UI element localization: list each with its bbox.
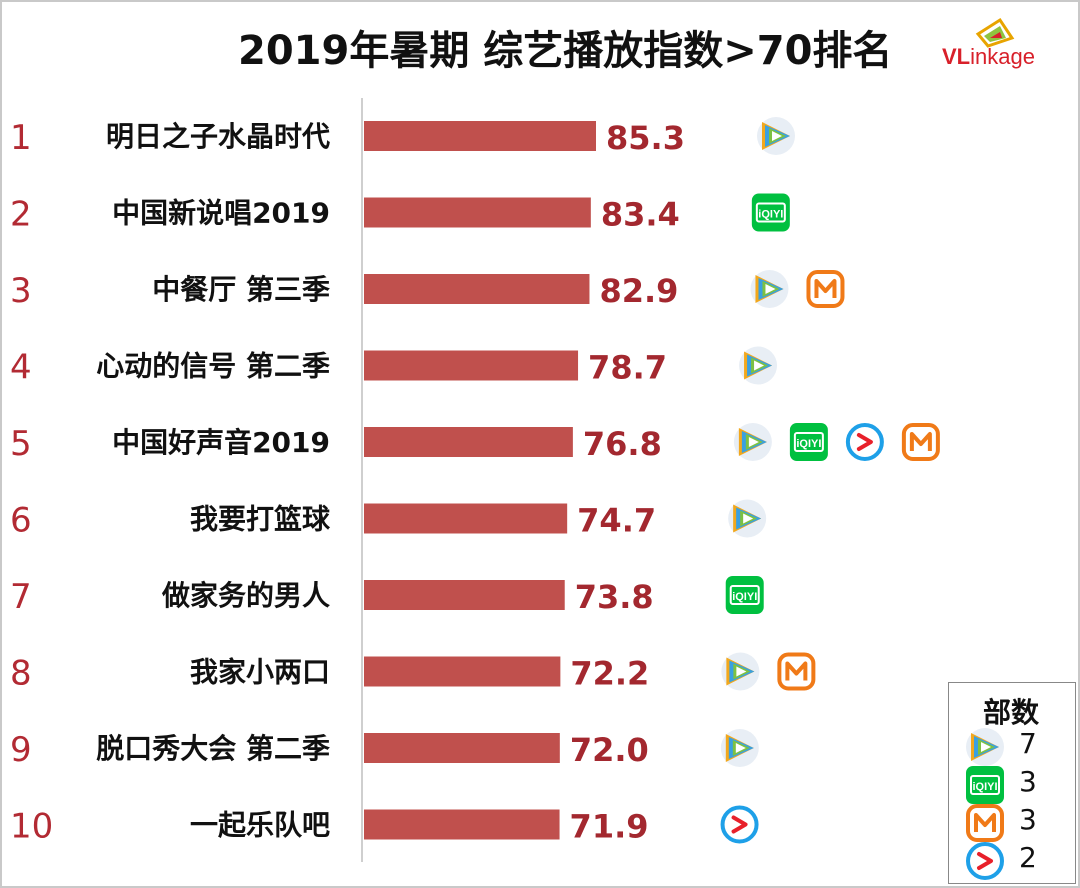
youku-icon — [845, 423, 884, 461]
bar — [364, 197, 591, 228]
data-label: 83.4 — [601, 196, 680, 234]
category-label: 明日之子水晶时代 — [106, 120, 330, 153]
legend-count: 7 — [1019, 727, 1037, 760]
iqiyi-icon — [750, 192, 791, 233]
bar — [364, 733, 560, 763]
category-label: 一起乐队吧 — [190, 809, 330, 842]
rank-label: 5 — [10, 424, 32, 464]
iqiyi-icon — [724, 575, 765, 615]
data-label: 71.9 — [570, 808, 649, 846]
data-label: 72.0 — [570, 731, 649, 769]
youku-icon — [966, 842, 1004, 880]
tencent-video-icon — [728, 499, 767, 538]
bar — [364, 580, 565, 610]
rank-label: 10 — [10, 807, 53, 847]
legend-item-iqiyi: 3 — [965, 765, 1065, 805]
bar — [364, 274, 590, 304]
bar — [364, 503, 568, 534]
legend-item-tencent: 7 — [965, 727, 1065, 766]
data-label: 76.8 — [583, 425, 662, 463]
category-label: 心动的信号 第二季 — [96, 350, 330, 383]
tencent-video-icon — [966, 728, 1004, 766]
data-label: 74.7 — [577, 502, 656, 540]
rank-label: 2 — [10, 195, 32, 235]
legend-count: 3 — [1019, 765, 1037, 798]
rank-label: 1 — [10, 118, 32, 158]
data-label: 85.3 — [606, 119, 685, 157]
tencent-video-icon — [720, 729, 759, 767]
tencent-video-icon — [750, 270, 789, 308]
rank-label: 6 — [10, 501, 32, 541]
bar — [364, 656, 561, 687]
chart-title: 2019年暑期 综艺播放指数>70排名 — [238, 28, 893, 74]
bar — [364, 427, 573, 457]
bar — [364, 809, 560, 840]
rank-label: 8 — [10, 654, 32, 694]
legend-title: 部数 — [983, 696, 1040, 729]
rank-label: 4 — [10, 348, 32, 388]
category-label: 中国好声音2019 — [112, 426, 330, 459]
bar — [364, 121, 596, 151]
tencent-video-icon — [739, 346, 778, 385]
legend-item-youku: 2 — [965, 841, 1065, 880]
data-label: 73.8 — [575, 578, 654, 616]
bar — [364, 350, 579, 381]
category-label: 脱口秀大会 第二季 — [96, 732, 330, 765]
tencent-video-icon — [733, 423, 772, 461]
iqiyi-icon — [965, 765, 1005, 805]
category-label: 中国新说唱2019 — [112, 197, 330, 230]
data-label: 72.2 — [570, 655, 649, 693]
legend-count: 3 — [1019, 803, 1037, 836]
tencent-video-icon — [757, 117, 795, 155]
legend-count: 2 — [1019, 841, 1037, 874]
rank-label: 9 — [10, 730, 32, 770]
data-label: 82.9 — [599, 272, 678, 310]
platform-legend: 部数 7 3 3 2 — [948, 682, 1076, 884]
category-label: 中餐厅 第三季 — [152, 273, 330, 306]
vlinkage-logo-text: VLinkage — [942, 44, 1035, 69]
mangotv-icon — [806, 270, 845, 308]
tencent-video-icon — [721, 652, 760, 691]
mangotv-icon — [777, 652, 816, 691]
iqiyi-icon — [788, 422, 829, 462]
vlinkage-logo-mark — [975, 17, 1015, 48]
mangotv-icon — [966, 804, 1004, 842]
legend-item-mango: 3 — [965, 803, 1065, 842]
category-label: 做家务的男人 — [161, 579, 330, 612]
data-label: 78.7 — [588, 349, 667, 387]
category-label: 我要打篮球 — [190, 503, 331, 536]
mangotv-icon — [901, 423, 940, 461]
vlinkage-logo: VLinkage — [942, 17, 1072, 82]
youku-icon — [720, 805, 759, 844]
rank-label: 7 — [10, 577, 32, 617]
rank-label: 3 — [10, 271, 32, 311]
category-label: 我家小两口 — [190, 656, 330, 689]
